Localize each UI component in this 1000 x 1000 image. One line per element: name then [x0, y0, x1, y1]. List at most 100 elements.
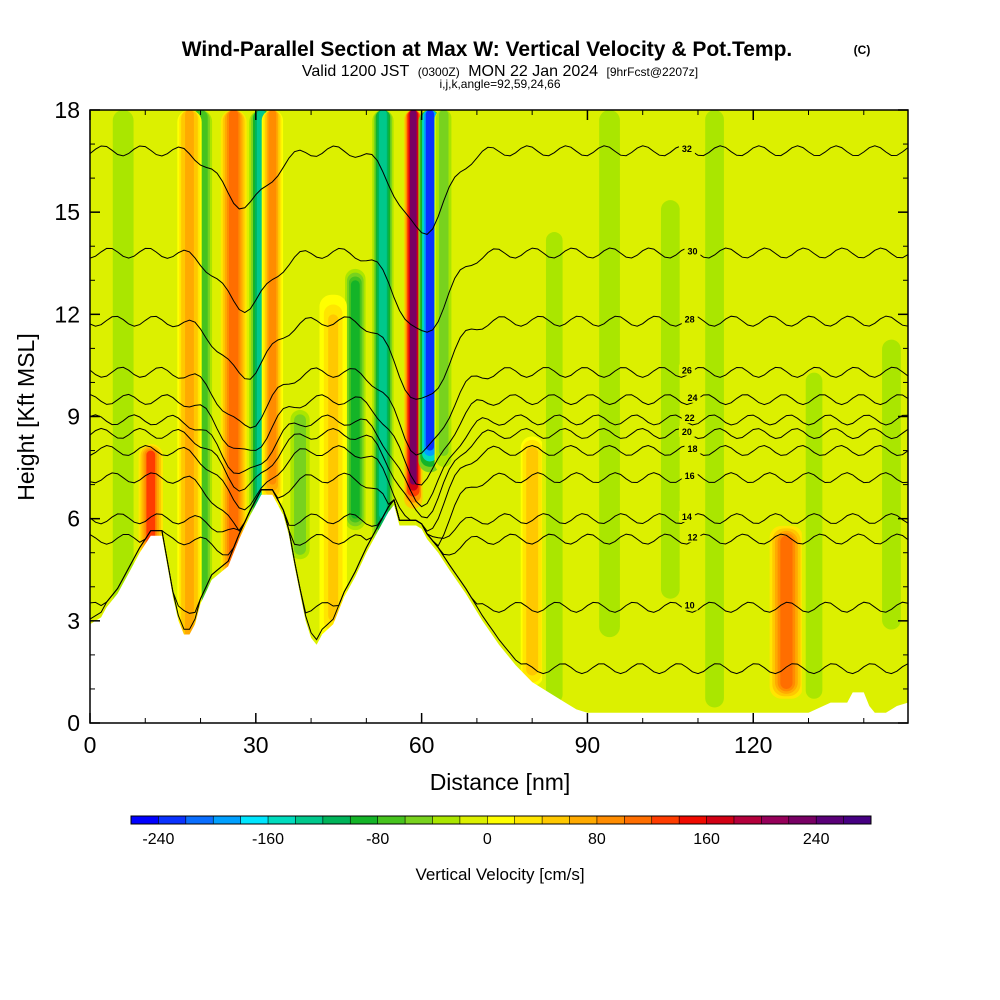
- contour-label-bg: [684, 531, 701, 543]
- contour-label-bg: [681, 313, 698, 325]
- colorbar-swatch: [185, 816, 214, 824]
- colorbar-tick-label: -160: [252, 831, 284, 848]
- contour-label: 24: [687, 393, 697, 403]
- colorbar-swatch: [268, 816, 296, 824]
- colorbar-swatch: [131, 816, 159, 824]
- theta-contour-line: [90, 393, 908, 486]
- colorbar-swatch: [213, 816, 242, 824]
- colorbar-swatch: [542, 816, 571, 824]
- y-tick-label: 3: [67, 608, 80, 634]
- y-tick-label: 0: [67, 710, 80, 736]
- w-band: [780, 535, 793, 689]
- colorbar-swatch: [624, 816, 653, 824]
- w-band: [328, 314, 339, 621]
- w-band: [350, 280, 360, 519]
- colorbar-swatch: [487, 816, 516, 824]
- w-structure: [434, 110, 453, 473]
- colorbar-swatch: [788, 816, 817, 824]
- contour-label: 22: [685, 413, 695, 423]
- theta-contour-line: [90, 489, 908, 539]
- w-band: [185, 110, 194, 638]
- y-tick-label: 12: [54, 301, 80, 327]
- terrain-mask: [90, 494, 908, 723]
- w-structure: [177, 110, 202, 672]
- contour-label: 26: [682, 366, 692, 376]
- grid-info: i,j,k,angle=92,59,24,66: [439, 77, 560, 91]
- colorbar-swatch: [459, 816, 488, 824]
- contour-label-bg: [684, 391, 701, 403]
- colorbar-swatch: [733, 816, 762, 824]
- colorbar: -240 -160 -80 0 80 160 240: [130, 815, 872, 848]
- w-structure: [319, 294, 347, 641]
- y-tick-label: 6: [67, 506, 80, 532]
- colorbar-swatch: [350, 816, 379, 824]
- w-structure: [700, 110, 729, 723]
- theta-contour-line: [90, 444, 908, 532]
- subtitle-forecast: [9hrFcst@2207z]: [607, 65, 699, 79]
- velocity-field: [107, 110, 906, 723]
- contour-label-bg: [681, 412, 698, 424]
- colorbar-swatch: [596, 816, 625, 824]
- w-band: [425, 110, 435, 451]
- w-structure: [801, 362, 827, 709]
- colorbar-swatch: [158, 816, 187, 824]
- theta-contour-line: [90, 414, 908, 508]
- w-structure: [288, 407, 312, 562]
- x-axis-label: Distance [nm]: [430, 769, 571, 795]
- colorbar-swatch: [816, 816, 845, 824]
- w-structure: [343, 265, 368, 534]
- contour-label-bg: [681, 599, 698, 611]
- contour-label-bg: [678, 364, 695, 376]
- colorbar-swatch: [761, 816, 790, 824]
- colorbar-label: Vertical Velocity [cm/s]: [415, 865, 584, 884]
- w-band: [604, 110, 616, 621]
- colorbar-swatch: [377, 816, 406, 824]
- w-structure: [542, 217, 567, 718]
- w-band: [117, 110, 129, 601]
- colorbar-tick-label: -80: [366, 831, 389, 848]
- contour-label: 20: [682, 427, 692, 437]
- x-tick-label: 120: [734, 732, 772, 758]
- theta-contour-line: [90, 427, 908, 519]
- subtitle-valid: Valid 1200 JST: [302, 63, 410, 80]
- contour-label: 30: [687, 246, 697, 256]
- x-tick-label: 0: [84, 732, 97, 758]
- w-band: [709, 110, 720, 689]
- theta-contour-line: [90, 472, 908, 547]
- contour-label: 28: [685, 314, 695, 324]
- w-band: [549, 246, 559, 689]
- w-band: [146, 450, 156, 553]
- colorbar-swatch: [569, 816, 598, 824]
- contour-label: 14: [682, 512, 692, 522]
- colorbar-swatch: [651, 816, 680, 824]
- w-band: [410, 110, 417, 485]
- chart-title: Wind-Parallel Section at Max W: Vertical…: [182, 38, 793, 61]
- contour-label: 12: [687, 532, 697, 542]
- w-structure: [877, 330, 906, 639]
- theta-contours: 10 12 14 16 18 20 22 24 26 28 30 32: [90, 143, 908, 675]
- w-band: [229, 110, 239, 570]
- w-band: [665, 212, 676, 587]
- colorbar-swatch: [432, 816, 461, 824]
- w-structure: [594, 110, 625, 654]
- w-band: [295, 416, 305, 553]
- contour-label-bg: [681, 470, 698, 482]
- colorbar-swatch: [240, 816, 269, 824]
- y-tick-label: 15: [54, 199, 80, 225]
- w-structure: [107, 110, 139, 632]
- contour-label: 16: [685, 471, 695, 481]
- colorbar-swatch: [514, 816, 543, 824]
- theta-contour-line: [90, 145, 908, 235]
- x-tick-label: 90: [575, 732, 601, 758]
- theta-contour-line: [90, 366, 908, 456]
- contour-label-bg: [684, 442, 701, 454]
- colorbar-tick-label: 160: [693, 831, 720, 848]
- y-tick-label: 9: [67, 404, 80, 430]
- x-tick-label: 30: [243, 732, 269, 758]
- colorbar-tick-label: 0: [483, 831, 492, 848]
- w-structure: [656, 188, 685, 611]
- w-band: [809, 382, 819, 689]
- subtitle-date: MON 22 Jan 2024: [468, 63, 598, 80]
- axis-ticks: 0 30 60 90 120 0 3 6 9 12 15 18: [54, 97, 908, 758]
- w-structure: [372, 110, 394, 545]
